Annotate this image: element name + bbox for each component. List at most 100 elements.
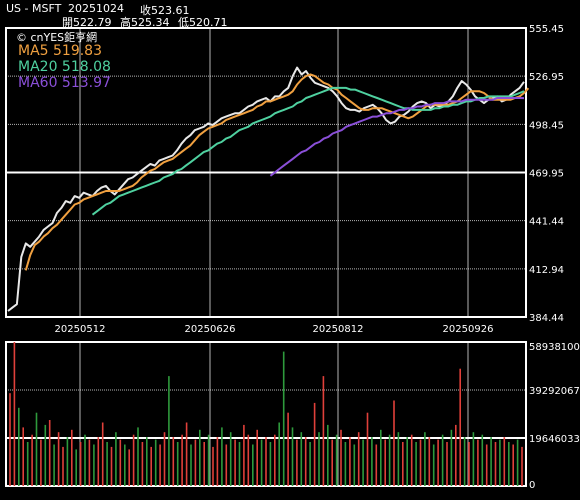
volume-tick-label: 0 bbox=[529, 480, 535, 491]
volume-bar bbox=[463, 437, 466, 486]
volume-bar bbox=[291, 427, 294, 486]
volume-bar bbox=[150, 446, 152, 486]
volume-bars bbox=[9, 342, 523, 486]
volume-bar bbox=[53, 444, 55, 486]
volume-tick-label: 39292067 bbox=[529, 386, 580, 397]
volume-bar bbox=[508, 442, 510, 486]
volume-bar bbox=[415, 442, 417, 486]
volume-bar bbox=[185, 422, 188, 486]
price-tick-label: 469.95 bbox=[529, 168, 564, 179]
volume-bar bbox=[229, 432, 232, 486]
chart-grid bbox=[5, 27, 527, 487]
volume-bar bbox=[327, 424, 329, 486]
volume-bar bbox=[234, 439, 236, 486]
price-tick-label: 526.95 bbox=[529, 72, 564, 83]
volume-bar bbox=[282, 351, 285, 486]
volume-bar bbox=[106, 442, 108, 486]
date-tick-label: 20250926 bbox=[443, 324, 494, 335]
date-tick-label: 20250812 bbox=[313, 324, 364, 335]
volume-bar bbox=[66, 437, 69, 486]
volume-bar bbox=[79, 442, 82, 486]
volume-bar bbox=[516, 439, 519, 486]
volume-bar bbox=[287, 412, 289, 486]
volume-bar bbox=[62, 446, 64, 486]
open-price-label: 開522.79 bbox=[62, 16, 112, 29]
volume-bar bbox=[207, 434, 210, 486]
volume-bar bbox=[146, 437, 148, 486]
volume-bar bbox=[31, 434, 33, 486]
volume-bar bbox=[18, 407, 20, 486]
volume-bar bbox=[13, 342, 16, 486]
volume-bar bbox=[75, 449, 77, 486]
ma5-line bbox=[24, 73, 530, 271]
volume-bar bbox=[349, 437, 351, 486]
volume-bar bbox=[357, 432, 360, 486]
volume-bar bbox=[300, 432, 303, 486]
volume-bar bbox=[176, 442, 179, 486]
legend-ma60: MA60 513.97 bbox=[18, 75, 111, 91]
volume-bar bbox=[380, 429, 382, 486]
price-tick-label: 412.94 bbox=[529, 265, 564, 276]
volume-bar bbox=[362, 439, 364, 486]
volume-bar bbox=[101, 422, 104, 486]
volume-bar bbox=[194, 439, 197, 486]
volume-bar bbox=[432, 444, 435, 486]
volume-bar bbox=[221, 427, 223, 486]
volume-bar bbox=[48, 420, 51, 486]
volume-bar bbox=[419, 439, 422, 486]
volume-bar bbox=[88, 439, 91, 486]
legend-ma20: MA20 518.08 bbox=[18, 59, 111, 75]
volume-bar bbox=[446, 442, 448, 486]
volume-bar bbox=[304, 437, 307, 486]
volume-bar bbox=[199, 429, 201, 486]
volume-bar bbox=[278, 422, 280, 486]
volume-bar bbox=[335, 434, 338, 486]
date-tick-label: 20250512 bbox=[55, 324, 106, 335]
volume-bar bbox=[388, 434, 391, 486]
volume-bar bbox=[269, 442, 272, 486]
close-price-label: 收523.61 bbox=[140, 4, 190, 17]
volume-bar bbox=[424, 432, 426, 486]
volume-bar bbox=[274, 434, 276, 486]
date-axis-labels: 20250512 20250626 20250812 20250926 bbox=[55, 324, 494, 335]
volume-bar bbox=[485, 444, 488, 486]
price-tick-label: 384.44 bbox=[529, 313, 564, 324]
volume-bar bbox=[441, 434, 444, 486]
volume-bar bbox=[503, 437, 506, 486]
volume-bar bbox=[97, 437, 100, 486]
volume-bar bbox=[128, 449, 130, 486]
volume-bar bbox=[190, 444, 192, 486]
price-tick-label: 555.45 bbox=[529, 24, 564, 35]
volume-bar bbox=[225, 444, 228, 486]
volume-bar bbox=[110, 446, 113, 486]
volume-bar bbox=[406, 437, 408, 486]
volume-bar bbox=[57, 432, 60, 486]
volume-bar bbox=[247, 434, 250, 486]
date-label: 20251024 bbox=[68, 2, 124, 15]
volume-bar bbox=[168, 376, 170, 486]
volume-bar bbox=[366, 412, 369, 486]
volume-bar bbox=[159, 444, 161, 486]
volume-bar bbox=[115, 432, 117, 486]
volume-bar bbox=[318, 432, 320, 486]
volume-bar bbox=[154, 439, 157, 486]
volume-bar bbox=[309, 442, 311, 486]
close-price-line bbox=[7, 66, 525, 312]
symbol-label: US - MSFT bbox=[6, 2, 62, 15]
volume-bar bbox=[243, 424, 245, 486]
volume-tick-label: 58938100 bbox=[529, 342, 580, 353]
volume-bar bbox=[468, 442, 470, 486]
volume-bar bbox=[84, 434, 86, 486]
volume-bar bbox=[499, 439, 501, 486]
volume-bar bbox=[9, 393, 11, 486]
volume-bar bbox=[252, 444, 254, 486]
volume-bar bbox=[313, 402, 316, 486]
legend-ma5: MA5 519.83 bbox=[18, 43, 102, 59]
volume-bar bbox=[375, 444, 378, 486]
volume-bar bbox=[402, 442, 404, 486]
high-price-label: 高525.34 bbox=[120, 16, 170, 29]
volume-axis-labels: 58938100 39292067 19646033 0 bbox=[529, 342, 580, 491]
price-tick-label: 441.44 bbox=[529, 217, 564, 228]
